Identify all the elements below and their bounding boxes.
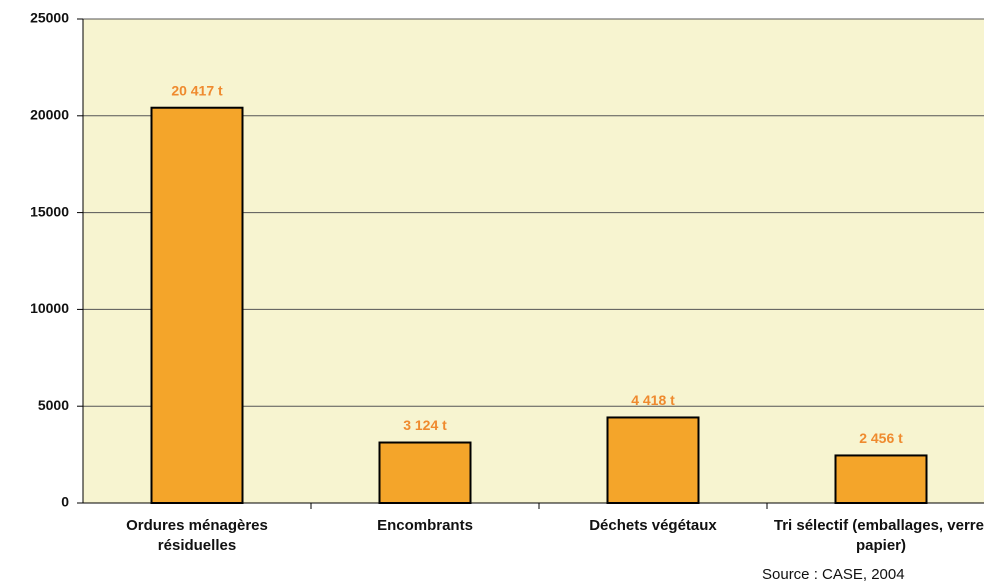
bar xyxy=(150,106,244,505)
y-tick-label: 20000 xyxy=(30,107,69,123)
source: Source : CASE, 2004 xyxy=(762,566,905,583)
bar xyxy=(834,454,928,505)
x-tick-label: Tri sélectif (emballages, verre, papier) xyxy=(773,517,984,554)
value-label: 20 417 t xyxy=(171,82,223,98)
y-tick-label: 5000 xyxy=(38,397,69,413)
y-tick-label: 10000 xyxy=(30,300,69,316)
value-label: 2 456 t xyxy=(859,430,903,446)
x-tick-label: Ordures ménagères résiduelles xyxy=(126,517,268,554)
y-tick-label: 25000 xyxy=(30,10,69,26)
bar xyxy=(606,416,700,505)
value-label: 4 418 t xyxy=(631,392,675,408)
value-label: 3 124 t xyxy=(403,417,447,433)
bar xyxy=(378,441,472,504)
y-tick-label: 0 xyxy=(61,494,69,510)
x-tick-label: Encombrants xyxy=(377,517,473,534)
y-tick-label: 15000 xyxy=(30,203,69,219)
x-tick-label: Déchets végétaux xyxy=(589,517,717,534)
